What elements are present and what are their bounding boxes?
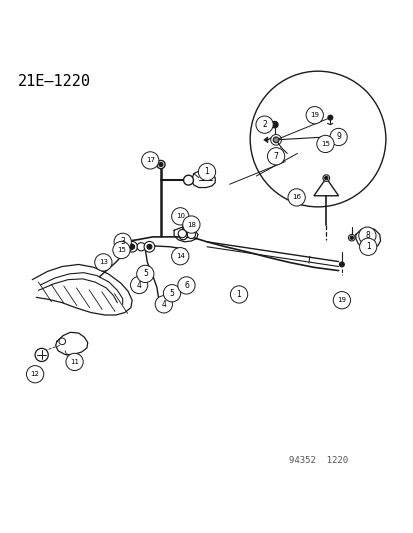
Circle shape bbox=[287, 189, 304, 206]
Circle shape bbox=[335, 134, 341, 140]
Circle shape bbox=[358, 227, 375, 244]
Circle shape bbox=[189, 223, 197, 231]
Circle shape bbox=[141, 152, 159, 169]
Circle shape bbox=[182, 216, 199, 233]
Circle shape bbox=[171, 208, 188, 225]
Circle shape bbox=[114, 233, 131, 251]
Circle shape bbox=[129, 244, 134, 249]
Circle shape bbox=[171, 248, 188, 265]
Text: 21E‒1220: 21E‒1220 bbox=[18, 74, 90, 89]
Circle shape bbox=[270, 134, 281, 145]
Circle shape bbox=[187, 230, 195, 239]
Circle shape bbox=[332, 132, 343, 142]
Circle shape bbox=[163, 285, 180, 302]
Circle shape bbox=[273, 137, 278, 143]
Text: 19: 19 bbox=[309, 112, 318, 118]
Circle shape bbox=[191, 225, 195, 230]
Circle shape bbox=[144, 241, 154, 252]
Circle shape bbox=[327, 141, 332, 146]
Circle shape bbox=[157, 160, 165, 168]
Circle shape bbox=[267, 148, 284, 165]
Polygon shape bbox=[313, 178, 338, 196]
Circle shape bbox=[177, 277, 195, 294]
Text: 18: 18 bbox=[186, 222, 195, 228]
Circle shape bbox=[178, 230, 186, 238]
Circle shape bbox=[359, 238, 376, 255]
Circle shape bbox=[178, 231, 187, 240]
Text: 11: 11 bbox=[70, 359, 79, 365]
Circle shape bbox=[249, 71, 385, 207]
Circle shape bbox=[327, 115, 332, 120]
Circle shape bbox=[255, 116, 273, 133]
Text: 1: 1 bbox=[365, 243, 370, 251]
Circle shape bbox=[59, 338, 65, 345]
Circle shape bbox=[113, 241, 130, 259]
Circle shape bbox=[124, 243, 133, 251]
Text: 15: 15 bbox=[117, 247, 126, 253]
Text: 6: 6 bbox=[183, 281, 188, 290]
Text: 13: 13 bbox=[99, 260, 108, 265]
Text: 12: 12 bbox=[31, 372, 40, 377]
Circle shape bbox=[136, 265, 154, 282]
Circle shape bbox=[349, 236, 353, 239]
Circle shape bbox=[130, 277, 147, 294]
Text: 4: 4 bbox=[161, 300, 166, 309]
Circle shape bbox=[324, 176, 327, 180]
Circle shape bbox=[183, 175, 193, 185]
Circle shape bbox=[35, 349, 48, 361]
Circle shape bbox=[305, 107, 323, 124]
Circle shape bbox=[126, 241, 137, 252]
Circle shape bbox=[230, 286, 247, 303]
Circle shape bbox=[66, 353, 83, 370]
Circle shape bbox=[95, 254, 112, 271]
Text: 15: 15 bbox=[320, 141, 329, 147]
Text: 10: 10 bbox=[176, 213, 184, 220]
Circle shape bbox=[137, 243, 145, 251]
Text: 94352  1220: 94352 1220 bbox=[289, 456, 347, 465]
Text: 7: 7 bbox=[273, 152, 278, 161]
Text: 4: 4 bbox=[136, 280, 141, 289]
Circle shape bbox=[26, 366, 44, 383]
Circle shape bbox=[329, 128, 347, 146]
Circle shape bbox=[198, 163, 215, 181]
Text: 5: 5 bbox=[169, 289, 174, 298]
Text: 2: 2 bbox=[261, 120, 266, 129]
Text: 3: 3 bbox=[120, 237, 125, 246]
Circle shape bbox=[348, 235, 354, 241]
Text: 17: 17 bbox=[145, 157, 154, 164]
Circle shape bbox=[316, 135, 333, 152]
Circle shape bbox=[155, 296, 172, 313]
Text: 1: 1 bbox=[204, 167, 209, 176]
Text: 16: 16 bbox=[292, 195, 300, 200]
Circle shape bbox=[271, 122, 278, 128]
Text: 5: 5 bbox=[142, 269, 147, 278]
Circle shape bbox=[322, 175, 329, 181]
Circle shape bbox=[332, 292, 350, 309]
Text: 14: 14 bbox=[176, 253, 184, 259]
Circle shape bbox=[339, 262, 344, 267]
Circle shape bbox=[159, 163, 163, 167]
Text: 9: 9 bbox=[335, 133, 340, 141]
Polygon shape bbox=[263, 137, 267, 143]
Circle shape bbox=[147, 244, 152, 249]
Text: 8: 8 bbox=[364, 231, 369, 240]
Text: 19: 19 bbox=[337, 297, 346, 303]
Text: 1: 1 bbox=[236, 290, 241, 299]
